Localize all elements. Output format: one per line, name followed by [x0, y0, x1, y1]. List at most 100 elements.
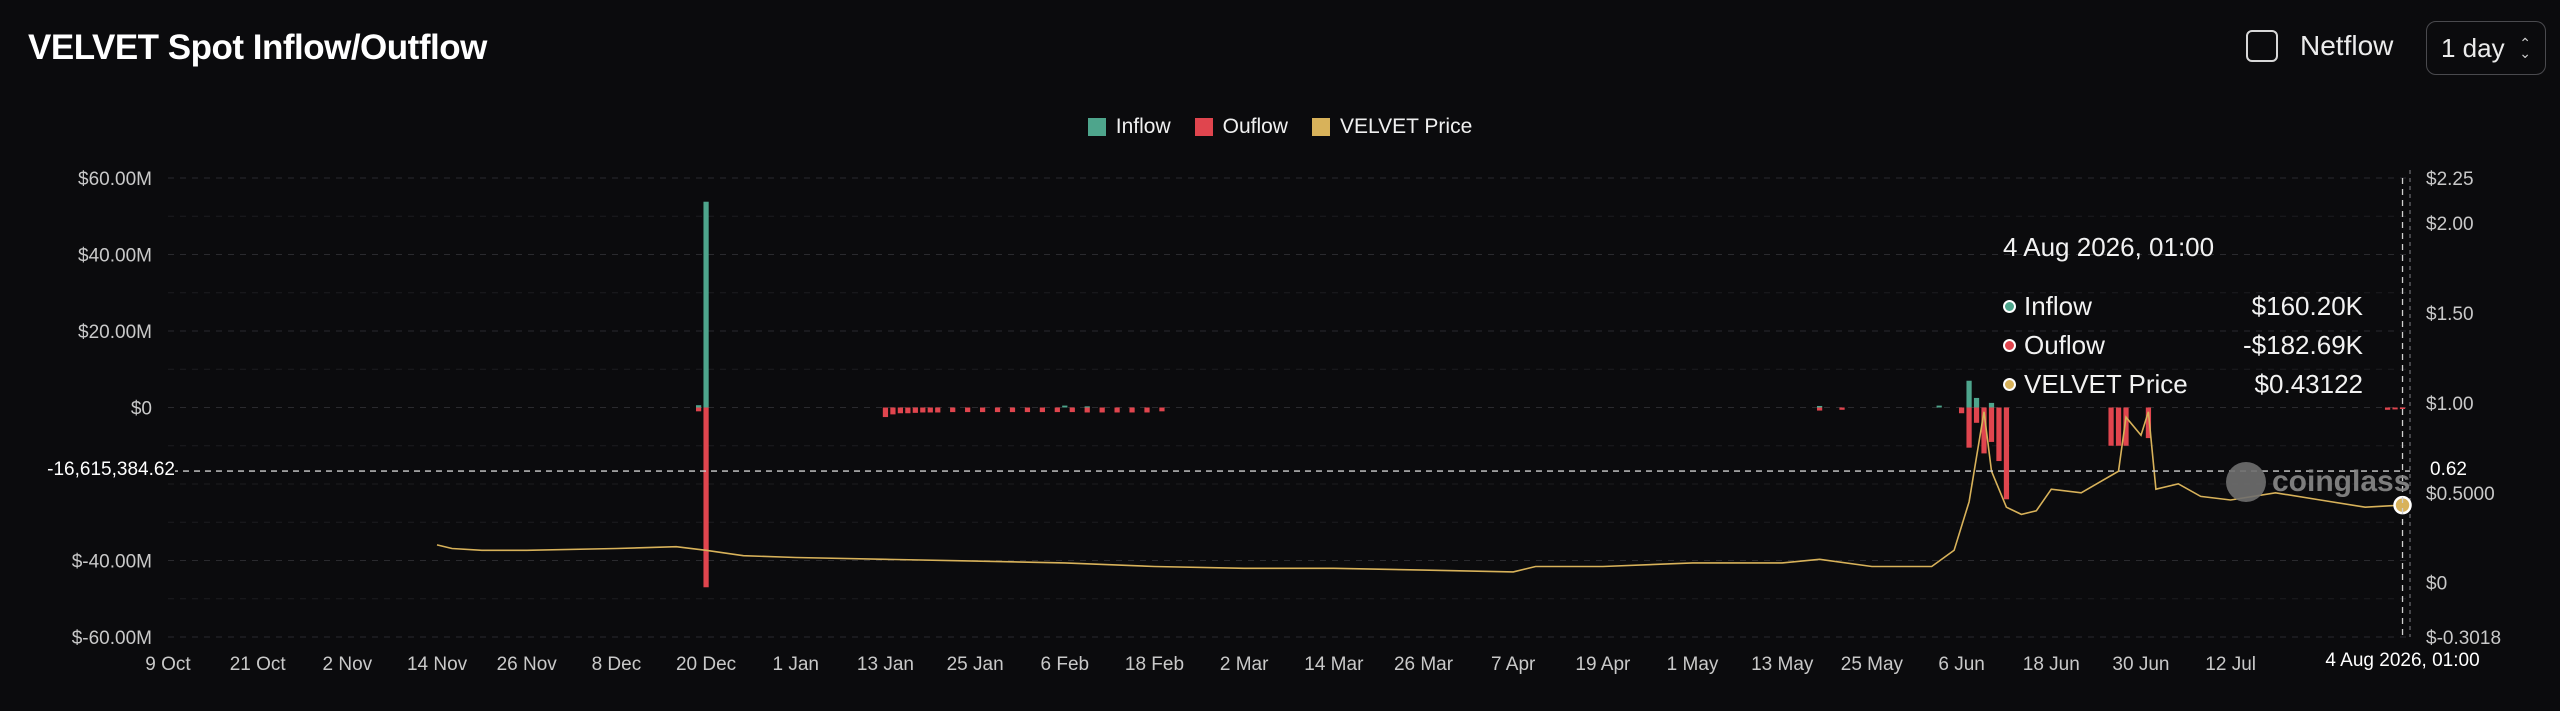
bar-ouflow — [994, 407, 1001, 413]
inflow-swatch-icon — [1087, 118, 1106, 136]
updown-chevron-icon: ⌃ ⌄ — [2519, 35, 2531, 61]
legend-label: VELVET Price — [1339, 115, 1473, 138]
bar-ouflow — [1839, 407, 1845, 410]
crosshair-left-value: -16,615,384.62 — [47, 459, 175, 482]
legend-item-price[interactable]: VELVET Price — [1311, 115, 1473, 139]
y-left-tick-label: $-60.00M — [72, 628, 152, 649]
bar-inflow — [1062, 405, 1068, 408]
x-tick-label: 26 Nov — [497, 654, 558, 675]
chart-tooltip: 4 Aug 2026, 01:00 Inflow $160.20K Ouflow… — [2003, 232, 2363, 404]
tooltip-value: -$182.69K — [2243, 330, 2363, 360]
bar-ouflow — [935, 407, 941, 413]
price-line — [436, 411, 2403, 573]
bar-inflow — [695, 405, 702, 408]
x-tick-label: 25 Jan — [947, 654, 1004, 675]
x-tick-label: 1 Jan — [773, 654, 819, 675]
bar-ouflow — [920, 407, 926, 413]
x-tick-label: 6 Jun — [1938, 654, 1984, 675]
tooltip-date: 4 Aug 2026, 01:00 — [2003, 232, 2215, 262]
bar-ouflow — [1144, 407, 1150, 413]
bar-ouflow — [2115, 407, 2122, 446]
y-right-tick-label: $0.5000 — [2426, 484, 2495, 505]
bar-ouflow — [1114, 407, 1120, 413]
tooltip-row-inflow: Inflow $160.20K — [2003, 287, 2363, 326]
bar-inflow — [1973, 397, 1980, 408]
bar-ouflow — [950, 407, 956, 413]
x-tick-label: 7 Apr — [1491, 654, 1536, 675]
x-tick-label: 8 Dec — [592, 654, 642, 675]
tooltip-row-price: VELVET Price $0.43122 — [2003, 365, 2363, 404]
x-tick-label: 30 Jun — [2112, 654, 2169, 675]
bar-ouflow — [1981, 407, 1987, 454]
bar-ouflow — [897, 407, 904, 414]
bar-ouflow — [979, 407, 986, 413]
bar-ouflow — [2145, 407, 2152, 439]
netflow-checkbox[interactable] — [2246, 30, 2278, 62]
bar-inflow — [1966, 380, 1972, 408]
bar-ouflow — [2003, 407, 2010, 500]
coinglass-watermark: coinglass — [2226, 462, 2410, 502]
outflow-swatch-icon — [1194, 118, 1213, 136]
tooltip-value: $160.20K — [2251, 291, 2363, 321]
interval-select[interactable]: 1 day ⌃ ⌄ — [2426, 21, 2546, 75]
y-right-tick-label: $1.50 — [2426, 304, 2474, 325]
outflow-dot-icon — [2003, 339, 2016, 352]
x-tick-label: 2 Nov — [323, 654, 373, 675]
tooltip-label: VELVET Price — [2024, 369, 2188, 399]
inflow-dot-icon — [2003, 300, 2016, 313]
bar-inflow — [703, 201, 709, 408]
bar-ouflow — [2392, 407, 2398, 410]
y-right-tick-label: $1.00 — [2426, 394, 2474, 415]
bar-ouflow — [2123, 407, 2129, 446]
watermark-text: coinglass — [2272, 465, 2411, 498]
crosshair-right-value: 0.62 — [2430, 459, 2467, 482]
y-left-tick-label: $20.00M — [78, 322, 152, 343]
x-tick-label: 14 Nov — [407, 654, 468, 675]
x-tick-label: 1 May — [1667, 654, 1719, 675]
x-tick-label: 25 May — [1841, 654, 1904, 675]
tooltip-row-outflow: Ouflow -$182.69K — [2003, 326, 2363, 365]
x-tick-label: 13 May — [1751, 654, 1814, 675]
x-tick-label: 21 Oct — [230, 654, 287, 675]
bar-ouflow — [1159, 407, 1165, 412]
bar-ouflow — [882, 407, 889, 418]
bar-ouflow — [1009, 407, 1016, 413]
x-tick-label: 26 Mar — [1394, 654, 1454, 675]
bar-ouflow — [1024, 407, 1031, 413]
bar-inflow — [1936, 405, 1942, 408]
bar-ouflow — [1966, 407, 1972, 448]
bar-ouflow — [1129, 407, 1135, 413]
netflow-toggle[interactable]: Netflow — [2246, 30, 2393, 62]
tooltip-value: $0.43122 — [2254, 369, 2363, 399]
bar-ouflow — [1054, 407, 1060, 413]
x-tick-label: 2 Mar — [1220, 654, 1269, 675]
bar-ouflow — [1958, 407, 1965, 414]
bar-inflow — [1816, 405, 1823, 408]
bar-ouflow — [912, 407, 918, 413]
bar-ouflow — [1099, 407, 1105, 413]
y-right-tick-label: $0 — [2426, 574, 2447, 595]
price-swatch-icon — [1311, 118, 1330, 136]
bar-ouflow — [1069, 407, 1075, 413]
price-dot-icon — [2003, 378, 2016, 391]
bar-ouflow — [2384, 407, 2391, 410]
bar-ouflow — [905, 407, 911, 414]
y-right-tick-label: $2.25 — [2426, 169, 2474, 190]
tooltip-label: Ouflow — [2024, 330, 2105, 360]
bar-ouflow — [927, 407, 933, 413]
y-right-tick-label: $-0.3018 — [2426, 628, 2501, 649]
y-left-tick-label: $-40.00M — [72, 552, 152, 573]
x-tick-label: 13 Jan — [857, 654, 914, 675]
legend-label: Inflow — [1115, 115, 1171, 138]
y-right-tick-label: $2.00 — [2426, 214, 2474, 235]
y-left-tick-label: $0 — [131, 399, 152, 420]
x-tick-label: 14 Mar — [1304, 654, 1364, 675]
bar-ouflow — [1039, 407, 1045, 413]
bar-inflow — [1988, 402, 1995, 408]
bar-ouflow — [1084, 407, 1090, 413]
legend-item-inflow[interactable]: Inflow — [1087, 115, 1171, 139]
legend-item-outflow[interactable]: Ouflow — [1194, 115, 1288, 139]
bar-ouflow — [1973, 407, 1980, 423]
bar-ouflow — [1996, 407, 2002, 462]
